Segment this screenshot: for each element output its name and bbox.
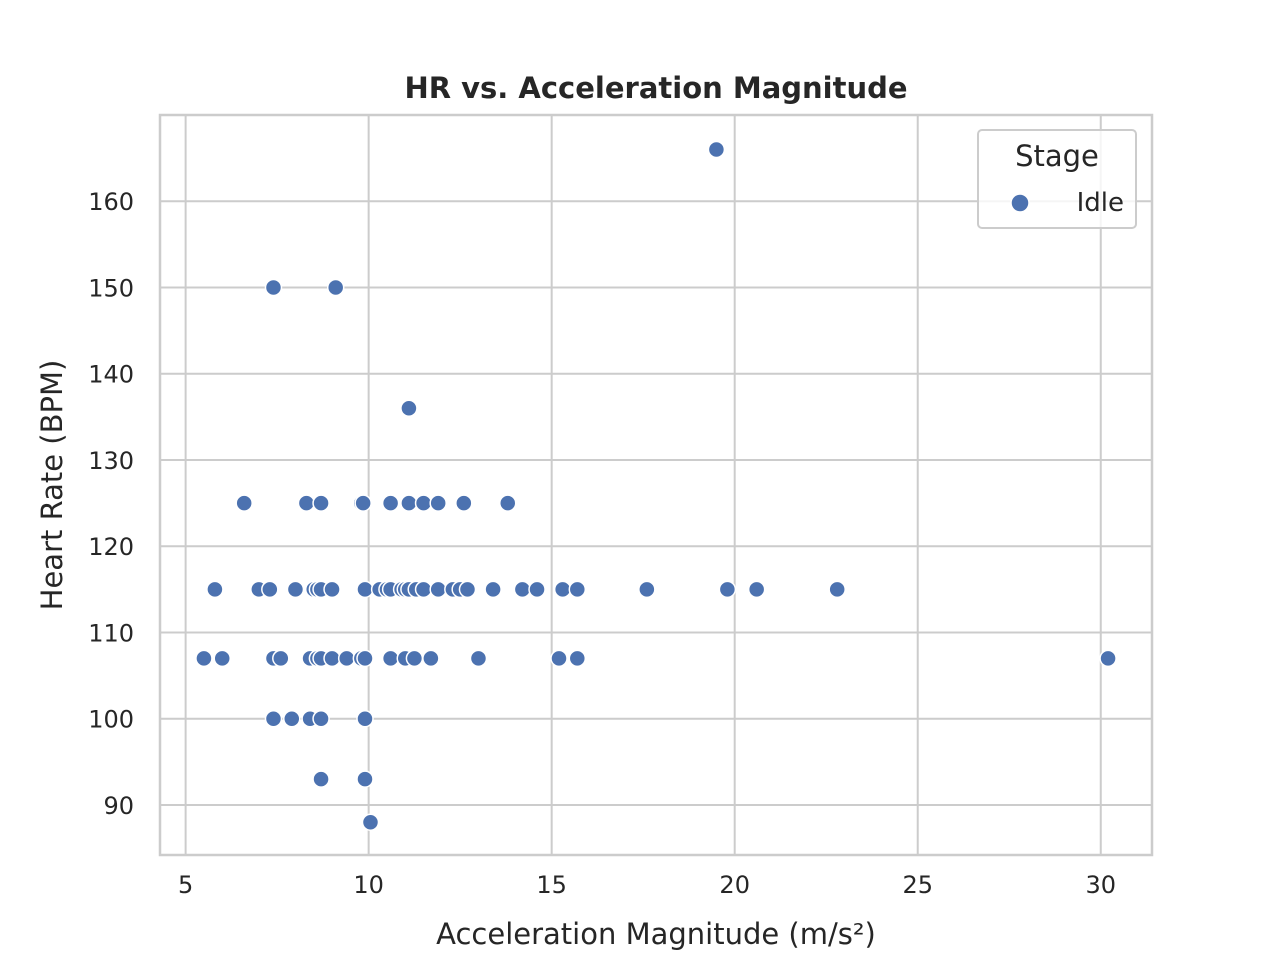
data-point [213,649,231,668]
data-point [429,580,447,599]
data-point [550,649,568,668]
data-point [718,580,737,599]
data-point [498,494,517,512]
data-point [422,649,440,668]
data-point [264,278,283,297]
data-point [1099,649,1117,668]
data-point [469,649,488,668]
x-tick-label: 10 [353,871,384,899]
data-point [405,649,424,668]
data-point [361,813,380,831]
data-point [638,580,656,599]
legend-marker-idle [1010,193,1030,213]
data-point [323,649,341,668]
data-point [312,494,330,512]
data-point [195,649,213,668]
data-point [312,770,330,788]
y-tick-label: 150 [88,274,134,302]
plot-area-frame [158,113,1154,857]
data-point [297,494,316,512]
data-point [381,649,400,668]
data-point [261,580,279,599]
data-point [354,494,372,512]
data-point [272,649,290,668]
data-points [195,140,1117,831]
data-point [458,580,477,599]
data-point [264,709,283,728]
y-tick-label: 120 [88,533,134,561]
data-point [828,580,846,599]
y-axis-label: Heart Rate (BPM) [35,360,69,611]
data-point [235,494,253,512]
x-tick-label: 30 [1085,871,1116,899]
data-point [356,709,374,728]
data-point [513,580,532,599]
data-point [414,494,433,512]
chart-title: HR vs. Acceleration Magnitude [404,71,907,105]
data-point [400,399,418,417]
tick-labels: 5 10 15 20 25 30 90 100 110 120 130 140 150 160 [88,188,1116,899]
y-tick-label: 100 [88,706,134,734]
data-point [356,649,374,668]
x-tick-label: 20 [719,871,750,899]
data-point [568,649,587,668]
data-point [484,580,502,599]
data-point [747,580,766,599]
x-tick-label: 5 [178,871,193,899]
data-point [400,494,418,512]
data-point [326,278,345,297]
data-point [455,494,473,512]
y-tick-label: 110 [88,619,134,647]
y-tick-label: 140 [88,361,134,389]
data-point [283,709,301,728]
data-point [286,580,305,599]
data-point [528,580,546,599]
data-point [568,580,587,599]
legend: Stage Idle [977,129,1137,229]
data-point [323,580,341,599]
data-point [337,649,356,668]
data-point [206,580,224,599]
data-point [429,494,447,512]
data-point [553,580,572,599]
legend-label-idle: Idle [1077,188,1124,218]
x-tick-label: 25 [902,871,933,899]
y-tick-label: 160 [88,188,134,216]
y-tick-label: 130 [88,447,134,475]
data-point [381,494,400,512]
data-point [356,580,374,599]
y-tick-label: 90 [103,792,134,820]
legend-title: Stage [1015,139,1099,173]
data-point [707,140,726,159]
data-point [312,709,330,728]
x-tick-label: 15 [536,871,567,899]
data-point [356,770,374,788]
x-axis-label: Acceleration Magnitude (m/s²) [436,917,876,951]
data-point [414,580,433,599]
